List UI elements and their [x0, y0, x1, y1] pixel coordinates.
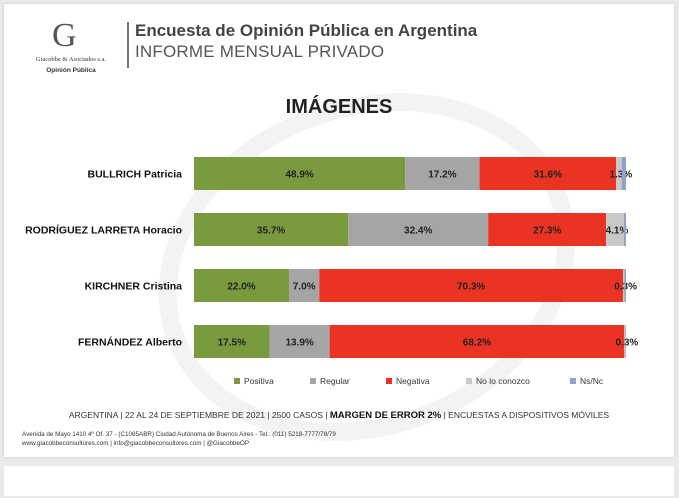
- category-label: FERNÁNDEZ Alberto: [78, 336, 182, 349]
- data-label: 68.2%: [463, 338, 491, 349]
- data-label: 17.5%: [218, 338, 246, 349]
- legend-label: Regular: [320, 376, 350, 386]
- data-label: 17.2%: [428, 170, 456, 181]
- bar-segment: [269, 325, 330, 358]
- bar-segment: [405, 157, 480, 190]
- report-page: G Giacobbe & Asociados s.a. Opinión Públ…: [4, 4, 674, 498]
- legend-swatch: [466, 378, 472, 384]
- data-label: 70.3%: [457, 282, 485, 293]
- survey-info: ARGENTINA | 22 AL 24 DE SEPTIEMBRE DE 20…: [68, 410, 328, 420]
- report-title: Encuesta de Opinión Pública en Argentina: [135, 21, 478, 40]
- bar-segment: [194, 157, 406, 190]
- data-label: 13.9%: [285, 338, 313, 349]
- data-label: 27.3%: [533, 226, 561, 237]
- bar-segment: [625, 325, 627, 358]
- margin-of-error: MARGEN DE ERROR 2%: [329, 410, 442, 421]
- company-contacts: www.giacobbeconsultores.com | info@giaco…: [22, 440, 250, 447]
- data-label: 32.4%: [404, 226, 432, 237]
- bar-segment: [348, 213, 489, 246]
- bar-segment: [479, 157, 617, 190]
- legend-swatch: [386, 378, 392, 384]
- data-label: 48.9%: [285, 170, 313, 181]
- logo-g-mark: G: [52, 17, 77, 54]
- bar-segment: [488, 213, 607, 246]
- bar-segment: [289, 269, 320, 302]
- bar-segment: [621, 157, 626, 190]
- data-label: 35.7%: [257, 226, 285, 237]
- legend-swatch: [234, 378, 240, 384]
- bar-segment: [606, 213, 624, 246]
- chart-title: IMÁGENES: [285, 96, 393, 118]
- company-address: Avenida de Mayo 1410 4º Of. 37 - (C1085A…: [22, 431, 336, 438]
- legend-swatch: [310, 378, 316, 384]
- bar-segment: [329, 325, 625, 358]
- header-divider: [127, 22, 129, 68]
- legend-swatch: [570, 378, 576, 384]
- bar-segment: [624, 325, 626, 358]
- bar-segment: [622, 269, 625, 302]
- bar-segment: [319, 269, 623, 302]
- bar-segment: [194, 213, 349, 246]
- stacked-bar-chart: BULLRICH Patricia 48.9% 17.2% 31.6% 1.3% RODR…: [25, 157, 639, 386]
- legend-label: Ns/Nc: [580, 376, 604, 386]
- category-label: BULLRICH Patricia: [87, 169, 182, 181]
- data-label: 4.1%: [606, 226, 629, 237]
- category-label: RODRÍGUEZ LARRETA Horacio: [25, 224, 182, 237]
- survey-method: | ENCUESTAS A DISPOSITIVOS MÓVILES: [443, 410, 610, 420]
- category-label: KIRCHNER Cristina: [85, 281, 183, 293]
- company-logo: G Giacobbe & Asociados s.a. Opinión Públ…: [26, 16, 116, 78]
- legend-label: No lo conozco: [476, 376, 530, 386]
- data-label: 22.0%: [227, 282, 255, 293]
- bar-segment: [624, 269, 626, 302]
- data-label: 7.0%: [293, 282, 316, 293]
- bar-segment: [194, 325, 270, 358]
- bar-segment: [623, 213, 626, 246]
- next-page-edge: [4, 466, 674, 496]
- data-label: 0.3%: [616, 338, 639, 349]
- data-label: 1.3%: [609, 170, 632, 181]
- bar-segment: [616, 157, 622, 190]
- logo-company-name: Giacobbe & Asociados s.a.: [35, 56, 107, 63]
- legend-label: Negativa: [396, 376, 430, 386]
- survey-footer: ARGENTINA | 22 AL 24 DE SEPTIEMBRE DE 20…: [4, 410, 674, 421]
- report-subtitle: INFORME MENSUAL PRIVADO: [135, 42, 385, 61]
- bar-segment: [194, 269, 290, 302]
- data-label: 31.6%: [534, 170, 562, 181]
- legend-label: Positiva: [244, 376, 274, 386]
- logo-subtitle: Opinión Pública: [46, 67, 96, 74]
